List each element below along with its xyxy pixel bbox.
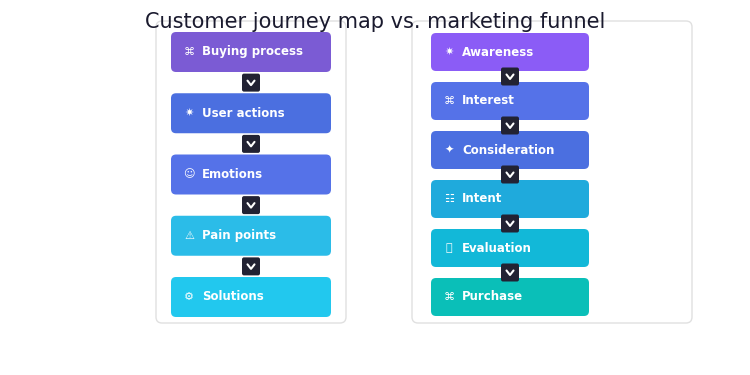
- FancyBboxPatch shape: [501, 264, 519, 282]
- FancyBboxPatch shape: [242, 257, 260, 275]
- Text: Intent: Intent: [462, 192, 503, 206]
- Text: Interest: Interest: [462, 94, 514, 108]
- FancyBboxPatch shape: [171, 216, 331, 256]
- FancyBboxPatch shape: [171, 32, 331, 72]
- Text: ⌘: ⌘: [443, 96, 454, 106]
- Text: Evaluation: Evaluation: [462, 242, 532, 255]
- FancyBboxPatch shape: [431, 278, 589, 316]
- FancyBboxPatch shape: [171, 93, 331, 133]
- Text: Emotions: Emotions: [202, 168, 263, 181]
- FancyBboxPatch shape: [171, 277, 331, 317]
- Text: ⎙: ⎙: [446, 243, 452, 253]
- Text: ⚠: ⚠: [184, 231, 194, 241]
- FancyBboxPatch shape: [431, 33, 589, 71]
- Text: Customer journey map vs. marketing funnel: Customer journey map vs. marketing funne…: [145, 12, 605, 32]
- FancyBboxPatch shape: [242, 74, 260, 92]
- Text: Purchase: Purchase: [462, 291, 524, 303]
- Text: ⌘: ⌘: [443, 292, 454, 302]
- Text: Consideration: Consideration: [462, 144, 554, 156]
- FancyBboxPatch shape: [156, 21, 346, 323]
- FancyBboxPatch shape: [501, 68, 519, 86]
- Text: Solutions: Solutions: [202, 291, 264, 303]
- FancyBboxPatch shape: [242, 135, 260, 153]
- FancyBboxPatch shape: [501, 117, 519, 135]
- FancyBboxPatch shape: [501, 165, 519, 183]
- FancyBboxPatch shape: [431, 131, 589, 169]
- FancyBboxPatch shape: [242, 196, 260, 214]
- FancyBboxPatch shape: [171, 154, 331, 195]
- FancyBboxPatch shape: [501, 214, 519, 232]
- Text: Buying process: Buying process: [202, 45, 303, 58]
- Text: ✦: ✦: [444, 145, 454, 155]
- Text: ⌘: ⌘: [184, 47, 194, 57]
- Text: ⚙: ⚙: [184, 292, 194, 302]
- Text: ✷: ✷: [184, 108, 194, 118]
- Text: Awareness: Awareness: [462, 45, 534, 58]
- FancyBboxPatch shape: [431, 229, 589, 267]
- Text: ☺: ☺: [183, 170, 195, 180]
- Text: ☷: ☷: [444, 194, 454, 204]
- Text: ✷: ✷: [444, 47, 454, 57]
- Text: User actions: User actions: [202, 107, 285, 120]
- Text: Pain points: Pain points: [202, 229, 276, 242]
- FancyBboxPatch shape: [412, 21, 692, 323]
- FancyBboxPatch shape: [431, 180, 589, 218]
- FancyBboxPatch shape: [431, 82, 589, 120]
